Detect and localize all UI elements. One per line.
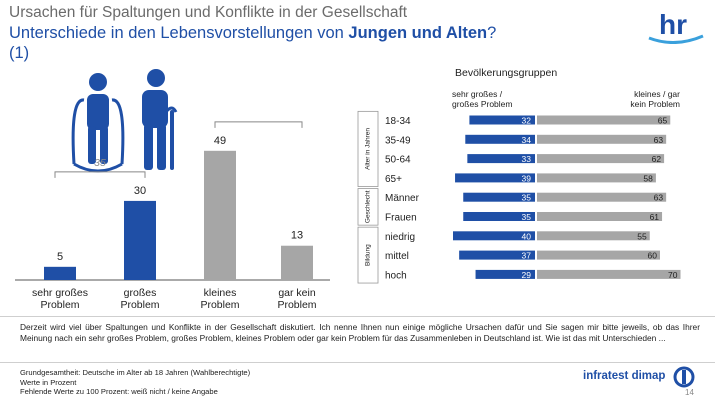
row-label: 18-34 xyxy=(385,116,411,127)
category-label: sehr großes xyxy=(32,287,88,299)
row-label: Frauen xyxy=(385,213,417,224)
bar-no-problem-value: 61 xyxy=(650,212,660,222)
section-label: Geschlecht xyxy=(365,190,372,223)
bar-no-problem-value: 62 xyxy=(652,154,662,164)
left-column-header-line1: sehr großes / xyxy=(452,89,503,99)
row-label: niedrig xyxy=(385,232,415,243)
bar-problem xyxy=(465,134,535,144)
category-label: gar kein xyxy=(278,287,316,299)
divider xyxy=(0,316,715,317)
left-column-header-line2: großes Problem xyxy=(452,99,513,109)
bar-no-problem-value: 60 xyxy=(648,251,658,261)
hr-logo: hr xyxy=(648,9,704,44)
bar-problem xyxy=(459,250,535,260)
section-box xyxy=(357,226,379,284)
bar-problem xyxy=(469,115,535,125)
bar-problem-value: 34 xyxy=(522,135,532,145)
bar-no-problem xyxy=(537,134,667,144)
group-total-label: 35 xyxy=(94,157,106,169)
bar-no-problem xyxy=(537,192,667,202)
bar-no-problem-value: 55 xyxy=(637,231,647,241)
bar-no-problem xyxy=(537,250,660,260)
bar-no-problem xyxy=(537,154,665,164)
row-label: mittel xyxy=(385,251,409,262)
row-label: 50-64 xyxy=(385,155,411,166)
subtitle-prefix: Unterschiede in den Lebensvorstellungen … xyxy=(9,24,349,42)
bar-problem-value: 35 xyxy=(522,212,532,222)
hr-logo-text: hr xyxy=(659,9,687,40)
bar-problem-value: 39 xyxy=(522,173,532,183)
section-label: Alter in Jahren xyxy=(365,128,372,170)
right-column-header: kleines / gar kein Problem xyxy=(610,89,680,109)
section-box xyxy=(357,188,379,226)
question-text: Derzeit wird viel über Spaltungen und Ko… xyxy=(20,322,700,343)
bar xyxy=(281,245,313,280)
footer-line-3: Fehlende Werte zu 100 Prozent: weiß nich… xyxy=(20,387,218,396)
category-label: Problem xyxy=(120,299,159,311)
bar-value-label: 5 xyxy=(57,251,63,263)
bar-problem-value: 40 xyxy=(522,231,532,241)
category-label: kleines xyxy=(204,287,237,299)
footer-line-1: Grundgesamtheit: Deutsche im Alter ab 18… xyxy=(20,368,251,377)
category-label: großes xyxy=(124,287,157,299)
category-label: Problem xyxy=(200,299,239,311)
bar-no-problem xyxy=(537,231,650,241)
subtitle-suffix: ? xyxy=(487,24,497,42)
category-label: Problem xyxy=(40,299,79,311)
bar-problem xyxy=(475,269,535,279)
subtitle-bold: Jungen und Alten xyxy=(348,24,488,42)
bar-no-problem xyxy=(537,212,663,221)
bar xyxy=(124,200,156,280)
bar xyxy=(44,266,76,280)
row-label: 65+ xyxy=(385,174,402,185)
young-and-old-people-icon xyxy=(71,69,178,173)
right-chart-title: Bevölkerungsgruppen xyxy=(455,67,558,79)
page-number: 14 xyxy=(685,388,694,397)
bar-no-problem xyxy=(537,269,681,279)
bar-problem xyxy=(463,212,535,221)
bar-value-label: 30 xyxy=(134,185,146,197)
bar-no-problem-value: 58 xyxy=(643,173,653,183)
bar-problem-value: 37 xyxy=(522,251,532,261)
bar-no-problem xyxy=(537,115,671,125)
brand-name: infratest dimap xyxy=(583,370,666,382)
section-label: Bildung xyxy=(365,244,372,266)
bar-problem xyxy=(453,231,535,241)
right-bar-chart: 18-34 32 65 35-49 34 63 50-64 33 62 65+ 39 58 Männer… xyxy=(357,110,681,284)
row-label: hoch xyxy=(385,270,407,281)
footer-notes: Grundgesamtheit: Deutsche im Alter ab 18… xyxy=(20,368,250,397)
bar-no-problem-value: 63 xyxy=(654,135,664,145)
page-title: Ursachen für Spaltungen und Konflikte in… xyxy=(9,4,408,21)
footer-divider xyxy=(0,362,715,363)
row-label: Männer xyxy=(385,193,420,204)
bar-problem xyxy=(463,192,535,202)
left-column-header: sehr großes / großes Problem xyxy=(452,89,512,109)
section-box xyxy=(357,110,379,187)
bar-no-problem xyxy=(537,173,656,183)
bar-problem-value: 29 xyxy=(522,270,532,280)
right-column-header-line1: kleines / gar xyxy=(634,89,680,99)
bar-no-problem-value: 70 xyxy=(668,270,678,280)
group-bracket xyxy=(214,121,303,128)
bar-problem xyxy=(467,154,535,164)
footer-line-2: Werte in Prozent xyxy=(20,377,77,387)
row-label: 35-49 xyxy=(385,135,411,146)
bar-no-problem-value: 63 xyxy=(654,193,664,203)
bar-value-label: 49 xyxy=(214,135,226,147)
category-label: Problem xyxy=(277,299,316,311)
bar xyxy=(204,150,236,280)
bar-no-problem-value: 65 xyxy=(658,116,668,126)
bar-value-label: 13 xyxy=(291,230,303,242)
brand-logo-icon xyxy=(673,366,695,388)
page-subtitle: Unterschiede in den Lebensvorstellungen … xyxy=(9,24,496,43)
bar-problem-value: 35 xyxy=(522,193,532,203)
group-bracket xyxy=(54,171,146,178)
bar-problem-value: 32 xyxy=(522,116,532,126)
bar-problem-value: 33 xyxy=(522,154,532,164)
right-column-header-line2: kein Problem xyxy=(630,99,680,109)
bar-problem xyxy=(455,173,535,183)
page-subtitle-number: (1) xyxy=(9,44,30,62)
